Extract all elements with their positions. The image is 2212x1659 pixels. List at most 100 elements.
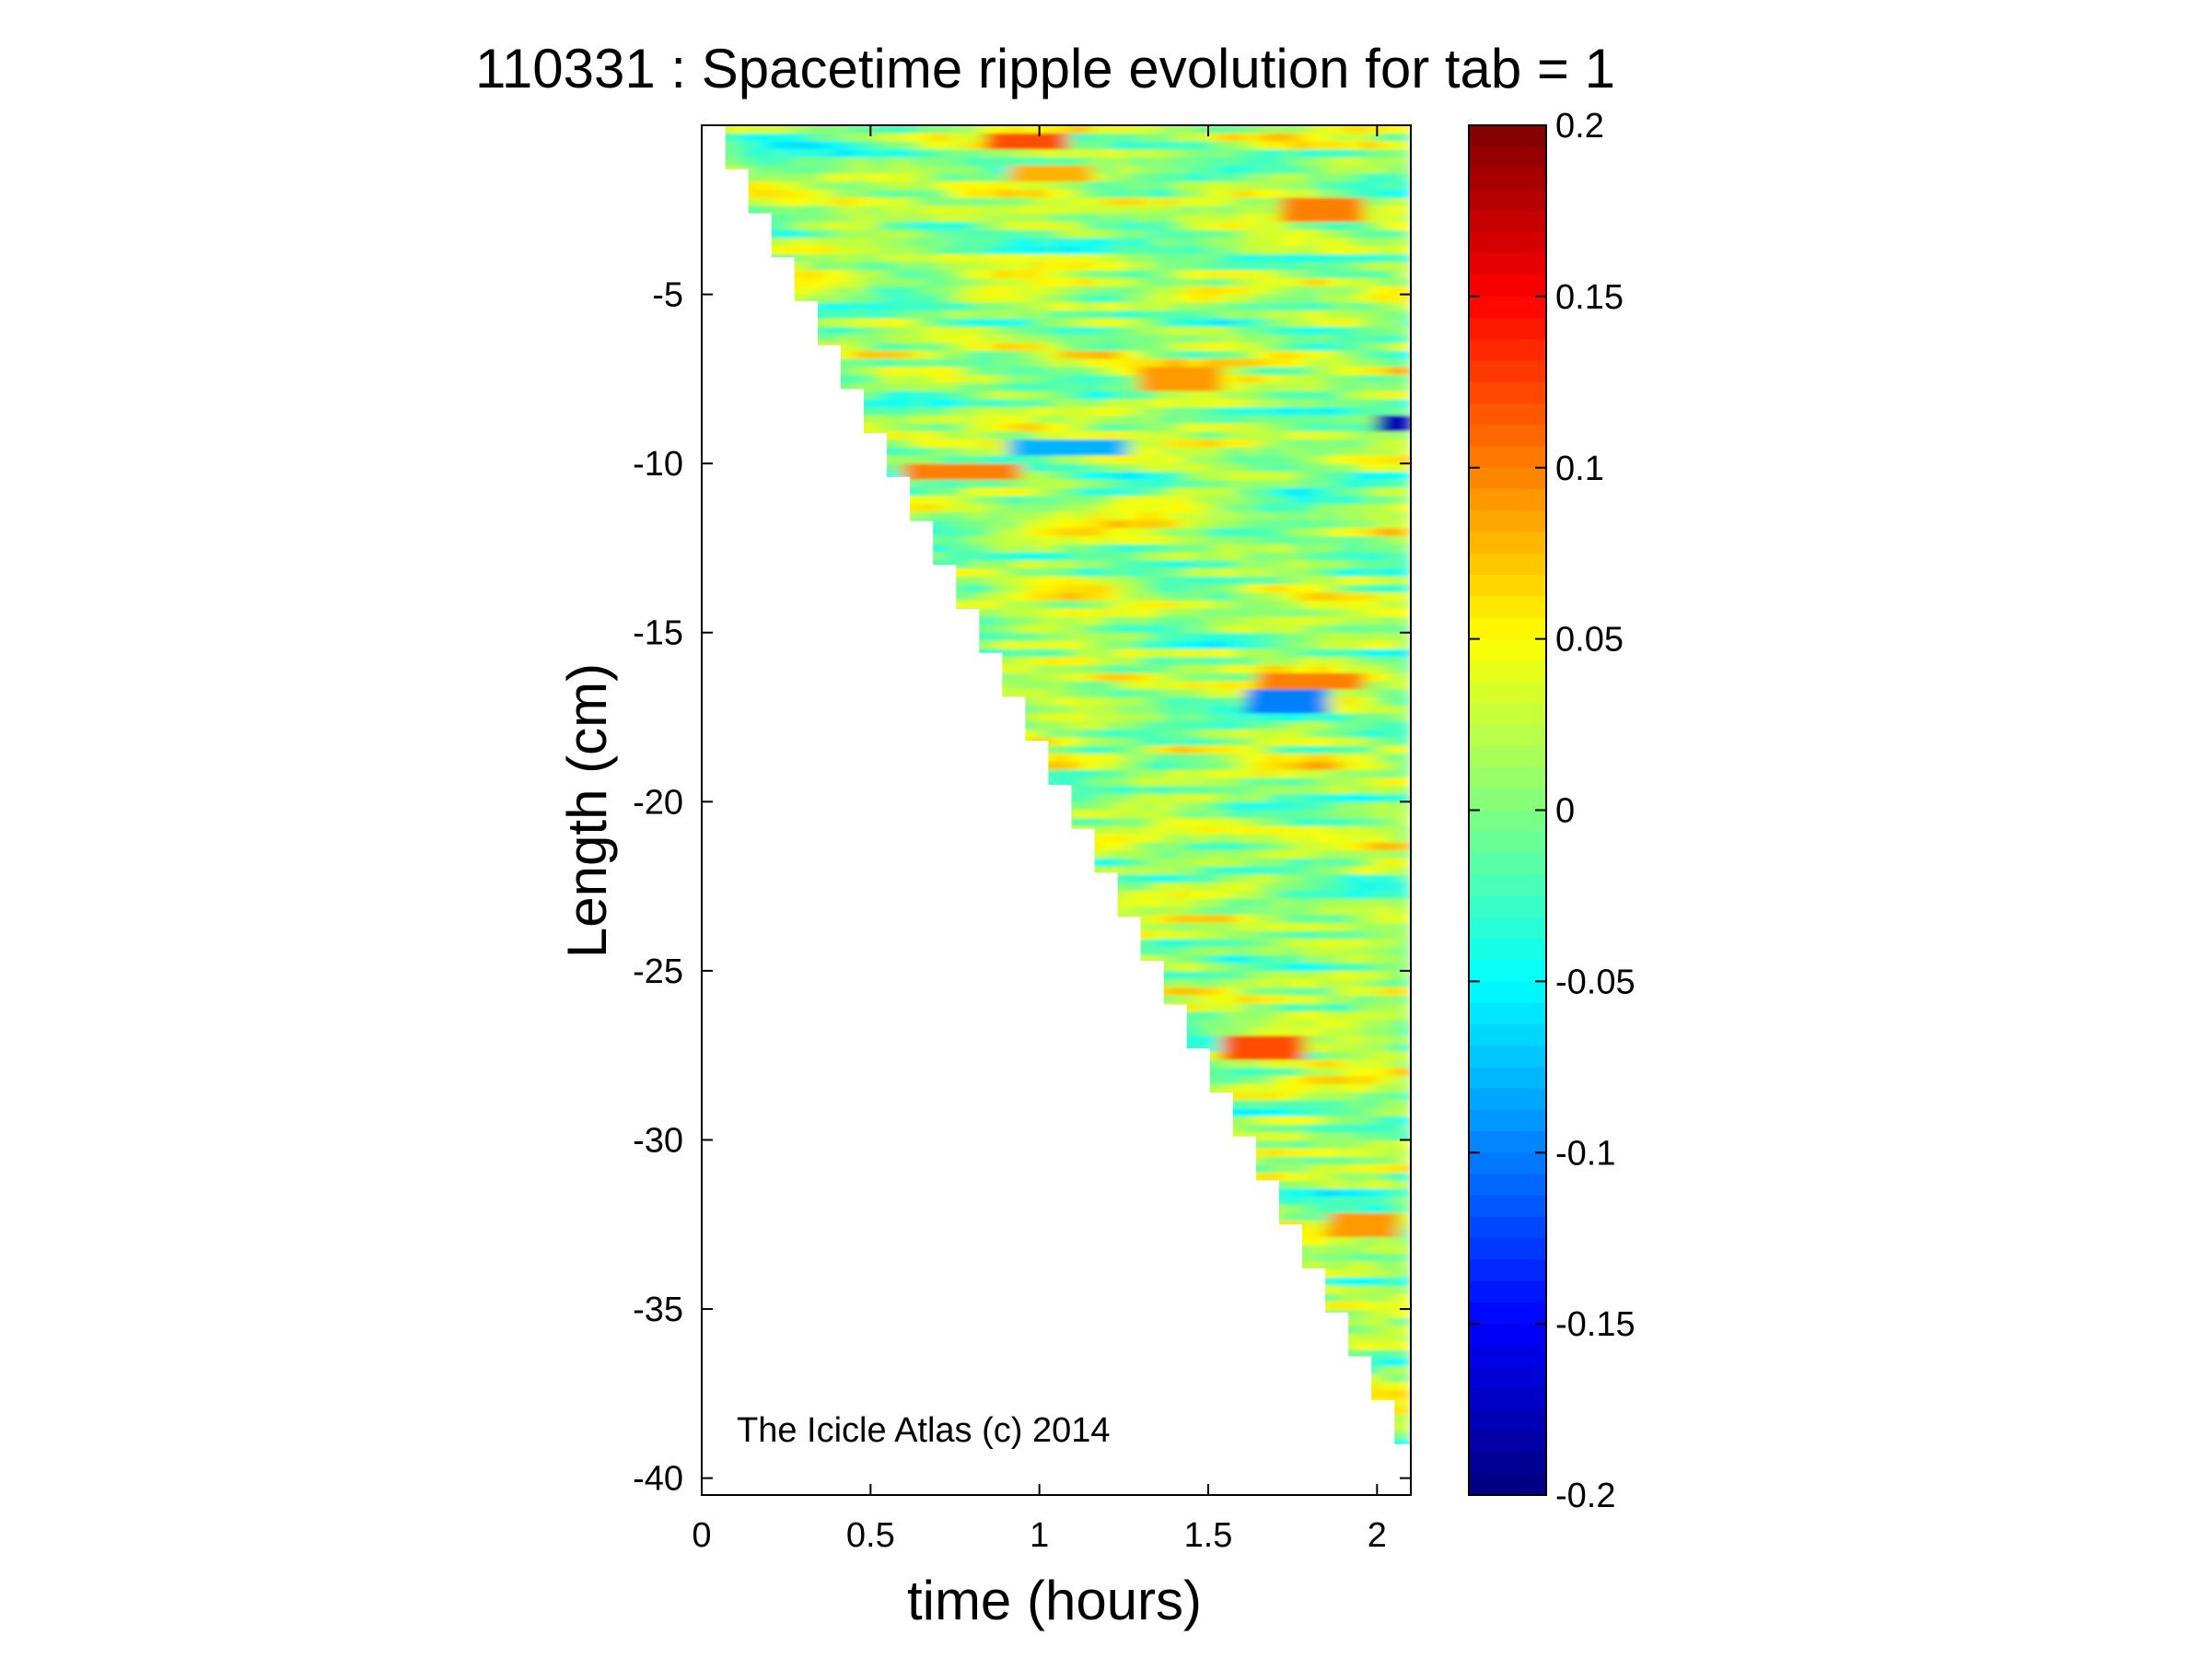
heatmap-cell: [1150, 520, 1164, 529]
heatmap-cell: [1020, 697, 1034, 707]
heatmap-cell: [1399, 592, 1411, 602]
heatmap-cell: [891, 286, 904, 296]
heatmap-cell: [1245, 391, 1259, 400]
heatmap-cell: [1020, 278, 1034, 287]
heatmap-cell: [985, 221, 998, 231]
heatmap-cell: [1375, 504, 1389, 513]
heatmap-cell: [1257, 608, 1270, 618]
heatmap-cell: [1233, 657, 1247, 666]
heatmap-cell: [1375, 745, 1389, 754]
heatmap-cell: [1020, 286, 1034, 296]
heatmap-cell: [1020, 487, 1034, 497]
heatmap-cell: [926, 181, 939, 191]
heatmap-cell: [1363, 447, 1377, 457]
heatmap-cell: [1316, 334, 1330, 344]
heatmap-cell: [1067, 431, 1081, 440]
heatmap-cell: [1316, 173, 1330, 182]
heatmap-cell: [1067, 568, 1081, 578]
heatmap-cell: [1221, 648, 1235, 658]
heatmap-cell: [1387, 504, 1401, 513]
heatmap-cell: [1198, 769, 1211, 779]
heatmap-cell: [1079, 463, 1093, 473]
heatmap-cell: [1280, 375, 1294, 384]
heatmap-cell: [1138, 205, 1152, 215]
heatmap-cell: [1067, 762, 1081, 771]
heatmap-cell: [1138, 133, 1152, 143]
heatmap-cell: [1269, 754, 1282, 763]
heatmap-cell: [1138, 439, 1152, 449]
heatmap-cell: [1221, 310, 1235, 320]
heatmap-cell: [949, 496, 963, 505]
heatmap-cell: [1351, 221, 1365, 231]
heatmap-cell: [1245, 640, 1259, 650]
heatmap-cell: [1103, 536, 1117, 545]
heatmap-cell: [1198, 407, 1211, 416]
heatmap-cell: [1044, 697, 1057, 707]
heatmap-cell: [985, 391, 998, 400]
heatmap-cell: [1103, 197, 1117, 207]
heatmap-cell: [985, 286, 998, 296]
heatmap-cell: [1316, 229, 1330, 240]
heatmap-cell: [1351, 616, 1365, 625]
heatmap-cell: [1044, 343, 1057, 352]
heatmap-cell: [1198, 601, 1211, 610]
heatmap-cell: [1257, 625, 1270, 634]
heatmap-cell: [1280, 318, 1294, 328]
heatmap-cell: [1233, 141, 1247, 150]
heatmap-cell: [1387, 294, 1401, 304]
heatmap-cell: [1304, 496, 1318, 505]
heatmap-cell: [1233, 165, 1247, 175]
heatmap-cell: [985, 358, 998, 368]
heatmap-cell: [1351, 721, 1365, 730]
heatmap-cell: [844, 125, 856, 134]
heatmap-cell: [1363, 520, 1377, 529]
heatmap-cell: [1257, 592, 1270, 602]
heatmap-cell: [1375, 560, 1389, 569]
heatmap-cell: [1316, 487, 1330, 497]
heatmap-cell: [926, 496, 939, 505]
heatmap-cell: [1079, 415, 1093, 425]
heatmap-cell: [1269, 616, 1282, 625]
heatmap-cell: [1257, 689, 1270, 698]
heatmap-cell: [937, 520, 951, 529]
heatmap-cell: [1375, 399, 1389, 408]
heatmap-cell: [1363, 754, 1377, 763]
heatmap-cell: [808, 246, 821, 255]
heatmap-cell: [1245, 762, 1259, 771]
heatmap-cell: [832, 221, 844, 231]
heatmap-cell: [1138, 358, 1152, 368]
heatmap-cell: [1280, 382, 1294, 392]
heatmap-cell: [937, 326, 951, 336]
heatmap-cell: [1127, 511, 1140, 521]
heatmap-cell: [1032, 415, 1046, 425]
heatmap-cell: [1067, 536, 1081, 545]
heatmap-cell: [1044, 568, 1057, 578]
heatmap-cell: [1399, 278, 1411, 287]
heatmap-cell: [1399, 407, 1411, 416]
heatmap-cell: [926, 511, 939, 521]
heatmap-cell: [1375, 165, 1389, 175]
heatmap-cell: [1269, 125, 1282, 134]
heatmap-cell: [1020, 246, 1034, 255]
heatmap-cell: [1162, 730, 1176, 739]
heatmap-cell: [1269, 608, 1282, 618]
heatmap-cell: [1245, 633, 1259, 642]
heatmap-cell: [832, 157, 844, 167]
heatmap-cell: [1245, 479, 1259, 489]
heatmap-cell: [1198, 648, 1211, 658]
heatmap-cell: [844, 294, 856, 304]
heatmap-cell: [1363, 745, 1377, 754]
heatmap-cell: [1292, 423, 1306, 432]
heatmap-cell: [773, 221, 786, 231]
heatmap-cell: [1340, 391, 1353, 400]
heatmap-cell: [1032, 552, 1046, 561]
heatmap-cell: [761, 181, 774, 191]
heatmap-cell: [1221, 165, 1235, 175]
heatmap-cell: [1162, 496, 1176, 505]
heatmap-cell: [1008, 302, 1022, 311]
heatmap-cell: [1174, 294, 1188, 304]
heatmap-cell: [1280, 189, 1294, 199]
heatmap-cell: [1198, 745, 1211, 754]
heatmap-cell: [1351, 447, 1365, 457]
heatmap-cell: [1280, 149, 1294, 158]
